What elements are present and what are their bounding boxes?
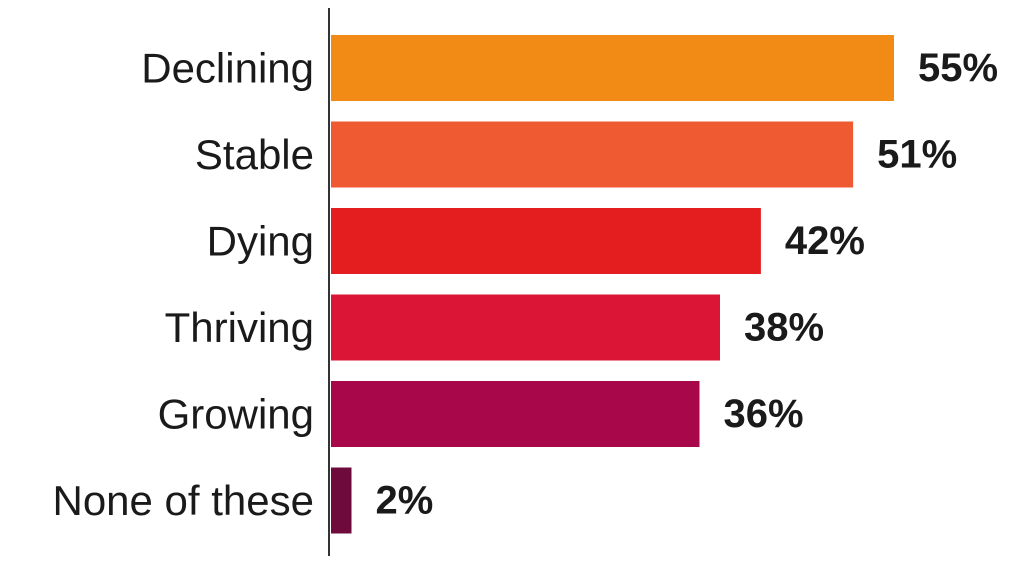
- category-label-growing: Growing: [158, 391, 314, 438]
- value-label-growing: 36%: [724, 392, 804, 436]
- bar-growing: [331, 381, 700, 447]
- category-labels-group: Declining Stable Dying Thriving Growing None …: [52, 45, 314, 525]
- value-label-stable: 51%: [877, 133, 957, 177]
- category-label-dying: Dying: [207, 218, 314, 265]
- value-label-thriving: 38%: [744, 306, 824, 350]
- value-label-none-of-these: 2%: [376, 479, 434, 523]
- bar-dying: [331, 208, 761, 274]
- bar-stable: [331, 121, 854, 188]
- bar-thriving: [331, 294, 720, 361]
- category-label-stable: Stable: [195, 131, 314, 178]
- bar-none-of-these: [331, 467, 352, 534]
- value-labels-group: 55% 51% 42% 38% 36% 2%: [376, 46, 999, 523]
- bar-declining: [331, 35, 894, 101]
- value-label-declining: 55%: [918, 46, 998, 90]
- category-label-declining: Declining: [141, 45, 314, 92]
- category-label-none-of-these: None of these: [52, 477, 314, 524]
- value-label-dying: 42%: [785, 219, 865, 263]
- category-label-thriving: Thriving: [165, 304, 314, 351]
- bars-group: [331, 35, 894, 534]
